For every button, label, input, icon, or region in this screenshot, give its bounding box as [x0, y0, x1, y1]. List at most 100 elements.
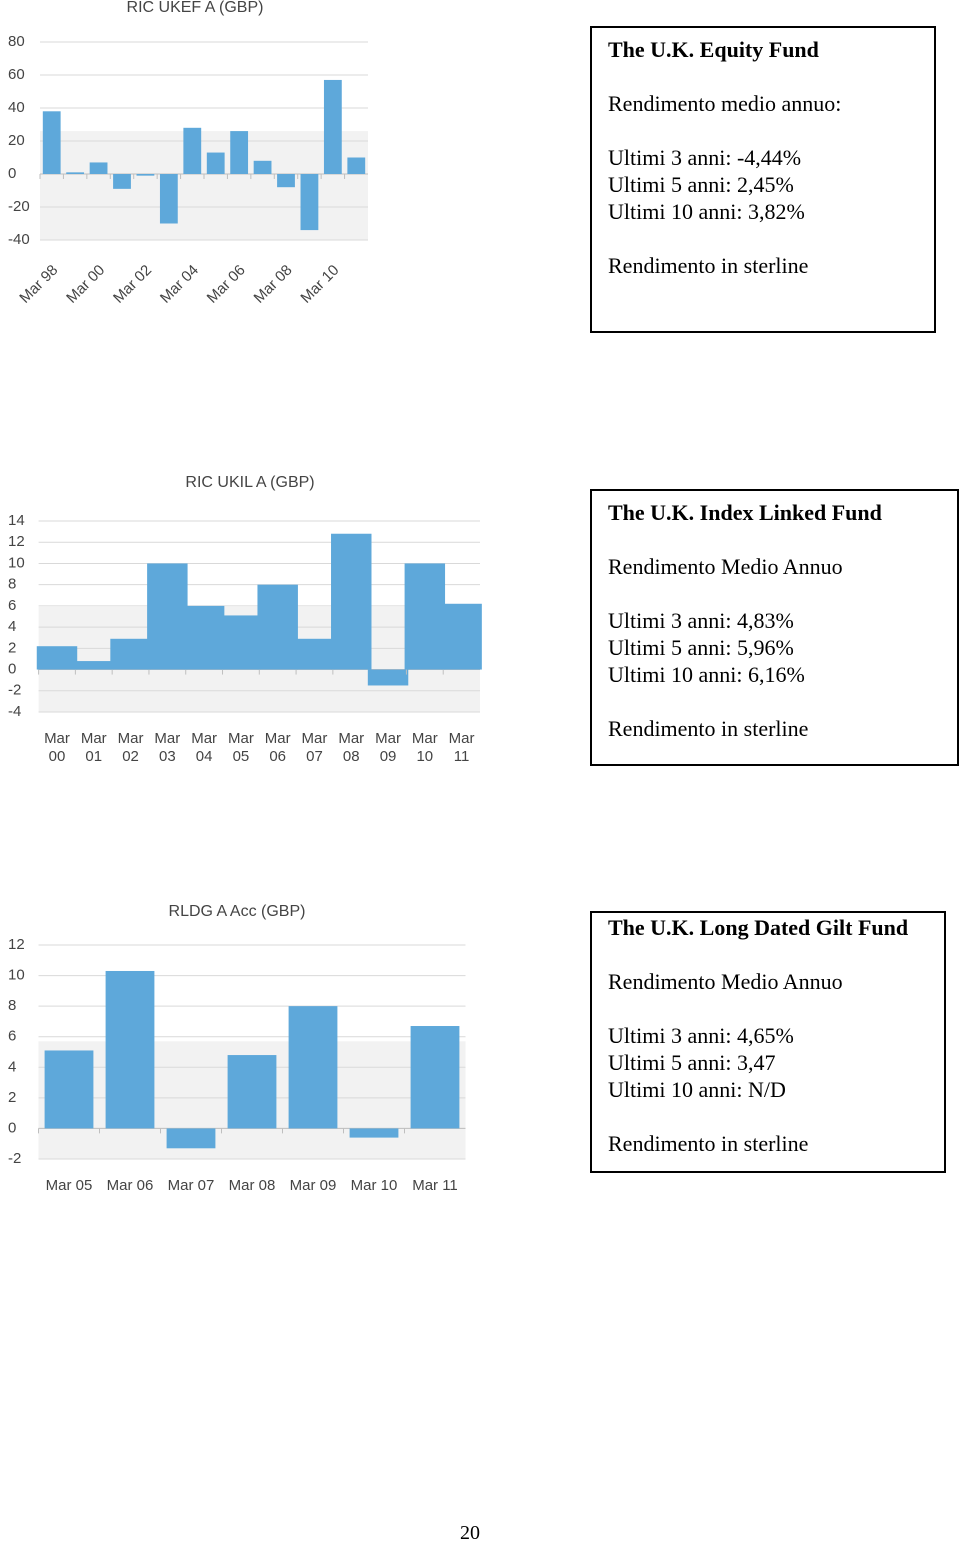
bar [206, 152, 225, 174]
bar [110, 638, 151, 670]
y-tick-label: 0 [8, 1119, 16, 1136]
box-line: Ultimi 5 anni: 2,45% [608, 172, 794, 197]
bar [42, 111, 61, 174]
x-tick-label: Mar 10 [351, 1177, 398, 1194]
bar [294, 638, 335, 670]
y-tick-label: 6 [8, 597, 16, 614]
y-tick-label: 40 [8, 99, 25, 116]
x-tick-label: Mar 01 [80, 730, 107, 765]
box-note: Rendimento in sterline [608, 253, 809, 278]
box-note: Rendimento in sterline [608, 1131, 809, 1156]
x-tick-label: Mar 04 [157, 262, 202, 307]
x-tick-label: Mar 98 [16, 262, 61, 307]
x-tick-label: Mar 02 [117, 730, 144, 765]
y-tick-label: 12 [8, 533, 25, 550]
y-tick-label: 6 [8, 1028, 16, 1045]
x-tick-label: Mar 10 [297, 262, 342, 307]
y-tick-label: 12 [8, 936, 25, 953]
bar [105, 970, 155, 1129]
box-subtitle: Rendimento Medio Annuo [608, 554, 843, 579]
fund-box: The U.K. Equity Fund Rendimento medio an… [590, 26, 936, 333]
bar [44, 1050, 94, 1129]
x-tick-label: Mar 05 [227, 730, 254, 765]
chart-title: RLDG A Acc (GBP) [169, 903, 306, 920]
y-tick-label: -4 [8, 703, 21, 720]
box-line: Ultimi 10 anni: 6,16% [608, 662, 805, 687]
chart-title: RIC UKEF A (GBP) [127, 0, 264, 16]
x-tick-label: Mar 09 [290, 1177, 337, 1194]
box-line: Ultimi 5 anni: 5,96% [608, 635, 794, 660]
box-title: The U.K. Long Dated Gilt Fund [608, 915, 909, 940]
box-line: Ultimi 3 anni: 4,65% [608, 1023, 794, 1048]
bar [410, 1026, 460, 1129]
bar [277, 174, 295, 188]
plot-band [40, 131, 368, 240]
box-line: Ultimi 10 anni: 3,82% [608, 199, 805, 224]
bar [113, 174, 131, 189]
y-tick-label: -2 [8, 1150, 21, 1167]
x-tick-label: Mar 05 [46, 1177, 93, 1194]
x-tick-label: Mar 08 [229, 1177, 276, 1194]
fund-box: The U.K. Index Linked Fund Rendimento Me… [590, 489, 959, 766]
bar [147, 563, 188, 670]
box-note: Rendimento in sterline [608, 716, 809, 741]
y-tick-label: -40 [8, 231, 30, 248]
bar [220, 615, 262, 670]
bar [183, 605, 225, 670]
y-tick-label: 80 [8, 33, 25, 50]
bar [331, 533, 372, 670]
x-tick-label: Mar 06 [264, 730, 291, 765]
y-tick-label: 10 [8, 967, 25, 984]
x-tick-label: Mar 11 [412, 1177, 458, 1194]
y-tick-label: 4 [8, 618, 16, 635]
bar [253, 160, 272, 174]
bar [349, 1128, 399, 1138]
y-tick-label: 2 [8, 1089, 16, 1106]
bar [166, 1128, 216, 1149]
box-line: Ultimi 3 anni: -4,44% [608, 145, 802, 170]
bar [367, 669, 409, 686]
y-tick-label: 10 [8, 554, 25, 571]
x-tick-label: Mar 07 [301, 730, 328, 765]
box-line: Ultimi 10 anni: N/D [608, 1077, 786, 1102]
bar [347, 157, 366, 174]
bar [257, 584, 298, 670]
x-tick-label: Mar 10 [411, 730, 438, 765]
bar [441, 603, 482, 670]
y-tick-label: 8 [8, 997, 16, 1014]
bar [89, 162, 108, 174]
y-tick-label: 0 [8, 661, 16, 678]
bar [73, 661, 115, 670]
y-tick-label: 60 [8, 66, 25, 83]
box-line: Ultimi 3 anni: 4,83% [608, 608, 794, 633]
y-tick-label: 14 [8, 512, 25, 529]
x-tick-label: Mar 09 [375, 730, 401, 765]
bar [159, 174, 178, 224]
x-tick-label: Mar 04 [191, 730, 218, 765]
x-tick-label: Mar 08 [338, 730, 365, 765]
y-tick-label: 2 [8, 639, 16, 656]
bar [227, 1055, 277, 1129]
box-title: The U.K. Index Linked Fund [608, 500, 882, 525]
y-tick-label: 8 [8, 576, 16, 593]
bar [136, 174, 155, 176]
y-tick-label: 4 [8, 1058, 16, 1075]
y-tick-label: 20 [8, 132, 25, 149]
bar [66, 172, 85, 174]
bar [183, 127, 202, 174]
page-number: 20 [460, 1522, 480, 1544]
x-tick-label: Mar 06 [107, 1177, 154, 1194]
box-subtitle: Rendimento Medio Annuo [608, 969, 843, 994]
bar [288, 1006, 338, 1129]
y-tick-label: -2 [8, 682, 21, 699]
y-tick-label: 0 [8, 165, 16, 182]
bar [230, 131, 249, 174]
bar [36, 646, 78, 670]
chart-title: RIC UKIL A (GBP) [185, 474, 314, 491]
box-subtitle: Rendimento medio annuo: [608, 91, 842, 116]
x-tick-label: Mar 03 [154, 730, 181, 765]
x-tick-label: Mar 00 [63, 262, 108, 307]
bar [323, 79, 342, 174]
